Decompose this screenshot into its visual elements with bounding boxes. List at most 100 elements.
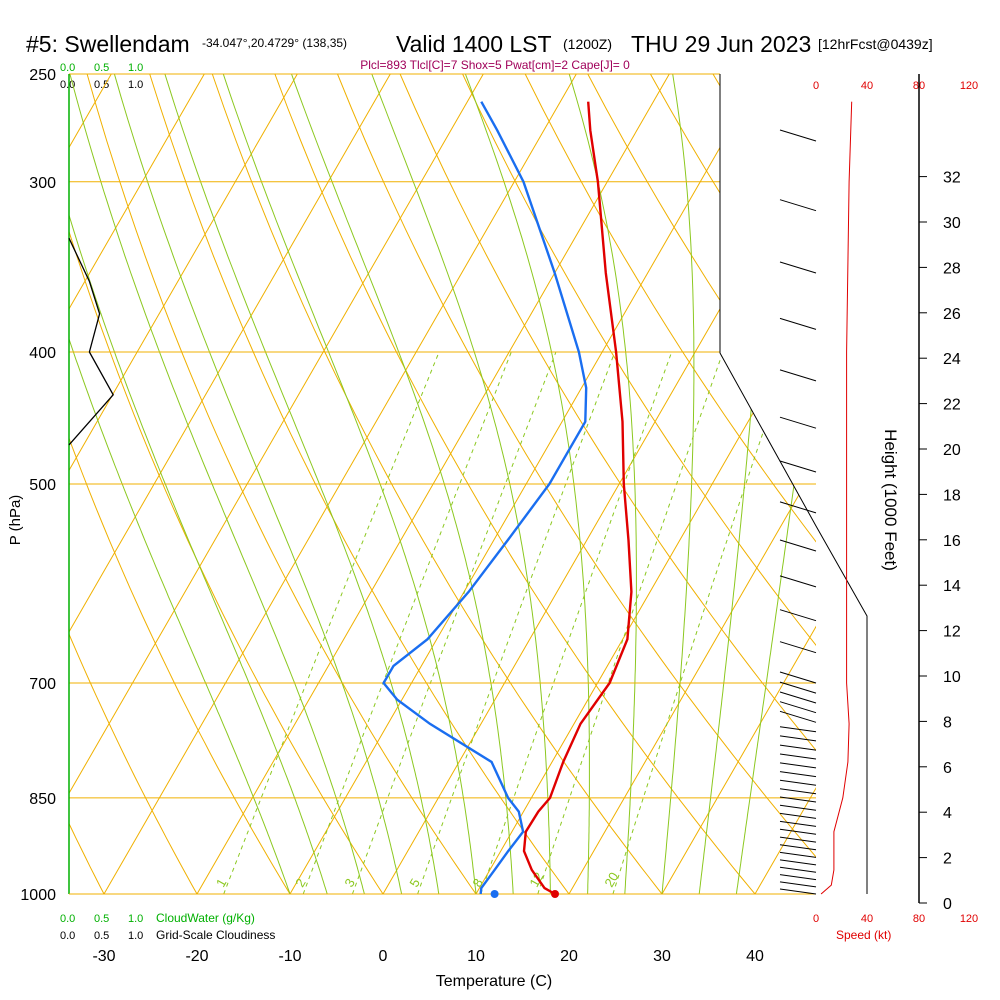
height-tick-label: 18 (943, 487, 961, 504)
wind-barb (779, 735, 817, 742)
wind-barb (779, 460, 817, 473)
height-tick-label: 28 (943, 260, 961, 277)
wind-barb (779, 744, 817, 751)
moist-adiabat-line (371, 74, 551, 894)
mixing-ratio-label: 5 (406, 876, 423, 890)
temperature-profile-line (522, 101, 633, 896)
wind-barb (779, 681, 817, 694)
speed-bottom-tick: 0 (813, 913, 819, 925)
cloudwater-bottom-tick: 1.0 (128, 913, 143, 925)
temperature-tick-label: 30 (653, 948, 671, 965)
speed-scale-ticks: 0 40 80 120 0 40 80 120 Speed (kt) (813, 80, 978, 942)
speed-top-tick: 40 (861, 80, 873, 92)
wind-barb (779, 796, 817, 803)
speed-bottom-tick: 40 (861, 913, 873, 925)
mixing-ratio-line (223, 351, 440, 894)
moist-adiabat-line (113, 74, 403, 894)
mixing-ratio-label: 3 (341, 876, 358, 890)
speed-axis-label: Speed (kt) (836, 928, 891, 942)
y-axis-title: P (hPa) (7, 495, 24, 546)
height-tick-label: 6 (943, 760, 952, 777)
moist-adiabat-line (69, 74, 328, 894)
wind-barb (779, 369, 817, 382)
x-axis-title: Temperature (C) (436, 973, 552, 990)
isotherm-line (0, 74, 18, 894)
temperature-tick-label: -10 (278, 948, 301, 965)
wind-barb (779, 129, 817, 142)
wind-barb (779, 317, 817, 330)
dry-adiabat-line (149, 74, 570, 894)
dry-adiabat-line (69, 74, 198, 894)
pressure-tick-label: 400 (29, 345, 56, 362)
moist-adiabat-line (222, 74, 477, 894)
dry-adiabat-line (963, 74, 1000, 894)
height-tick-label: 22 (943, 397, 961, 414)
wind-barb (779, 641, 817, 654)
wind-barb (779, 866, 817, 873)
dry-adiabat-line (211, 74, 663, 894)
wind-barb (779, 575, 817, 588)
pressure-tick-label: 850 (29, 791, 56, 808)
moist-adiabat-line (69, 74, 365, 894)
wind-barb (779, 762, 817, 769)
wind-barbs (779, 129, 817, 895)
cloudwater-label: CloudWater (g/Kg) (156, 911, 255, 925)
cloudwater-bottom-tick: 0.0 (60, 913, 75, 925)
wind-barb (779, 416, 817, 429)
pressure-tick-label: 700 (29, 676, 56, 693)
wind-barb (779, 691, 817, 704)
wind-barb (779, 753, 817, 760)
isotherm-line (69, 74, 205, 894)
cloudiness-bottom-tick: 0.5 (94, 930, 109, 942)
height-tick-label: 30 (943, 215, 961, 232)
isotherm-line (848, 74, 1000, 894)
mixing-ratio-line (351, 351, 557, 894)
height-tick-label: 20 (943, 442, 961, 459)
isotherm-line (69, 74, 298, 894)
speed-bottom-tick: 80 (913, 913, 925, 925)
cloudiness-top-tick: 0.5 (94, 79, 109, 91)
height-tick-label: 0 (943, 896, 952, 913)
height-tick-label: 4 (943, 805, 952, 822)
surface-dewpoint-marker (490, 890, 499, 898)
height-tick-label: 16 (943, 533, 961, 550)
height-axis-title: Height (1000 Feet) (881, 429, 900, 571)
speed-bottom-tick: 120 (960, 913, 978, 925)
wind-barb (779, 828, 817, 835)
height-tick-label: 8 (943, 714, 952, 731)
wind-barb (779, 609, 817, 622)
speed-top-tick: 120 (960, 80, 978, 92)
temperature-tick-label: -30 (92, 948, 115, 965)
height-tick-label: 26 (943, 306, 961, 323)
mixing-ratio-line (537, 351, 724, 894)
dry-adiabat-line (69, 74, 291, 894)
wind-barb (779, 710, 817, 723)
cloudiness-label: Grid-Scale Cloudiness (156, 928, 275, 942)
station-title: #5: Swellendam (26, 31, 190, 57)
pressure-tick-label: 300 (29, 175, 56, 192)
cloudwater-bottom-tick: 0.5 (94, 913, 109, 925)
speed-top-tick: 0 (813, 80, 819, 92)
temperature-tick-label: 40 (746, 948, 764, 965)
moist-adiabat-line (464, 74, 590, 894)
cloudiness-top-tick: 1.0 (128, 79, 143, 91)
cloudwater-top-tick: 1.0 (128, 62, 143, 74)
temperature-tick-label: 10 (467, 948, 485, 965)
wind-barb (779, 779, 817, 786)
cloudiness-bottom-tick: 0.0 (60, 930, 75, 942)
dry-adiabat-line (399, 74, 816, 894)
height-tick-label: 24 (943, 351, 961, 368)
height-tick-label: 10 (943, 669, 961, 686)
mixing-ratio-label: 2 (292, 876, 309, 890)
mixing-ratio-line (417, 351, 616, 894)
moist-adiabat-line (735, 74, 816, 894)
wind-barb (779, 844, 817, 851)
cloud-scale-ticks: 0.0 0.5 1.0 0.0 0.5 1.0 0.0 0.5 1.0 Clou… (60, 62, 275, 942)
wind-barb (779, 859, 817, 866)
height-tick-label: 14 (943, 578, 961, 595)
cloudiness-top-tick: 0.0 (60, 79, 75, 91)
mixing-ratio-line (480, 351, 673, 894)
parcel-params: Plcl=893 Tlcl[C]=7 Shox=5 Pwat[cm]=2 Cap… (360, 58, 630, 72)
